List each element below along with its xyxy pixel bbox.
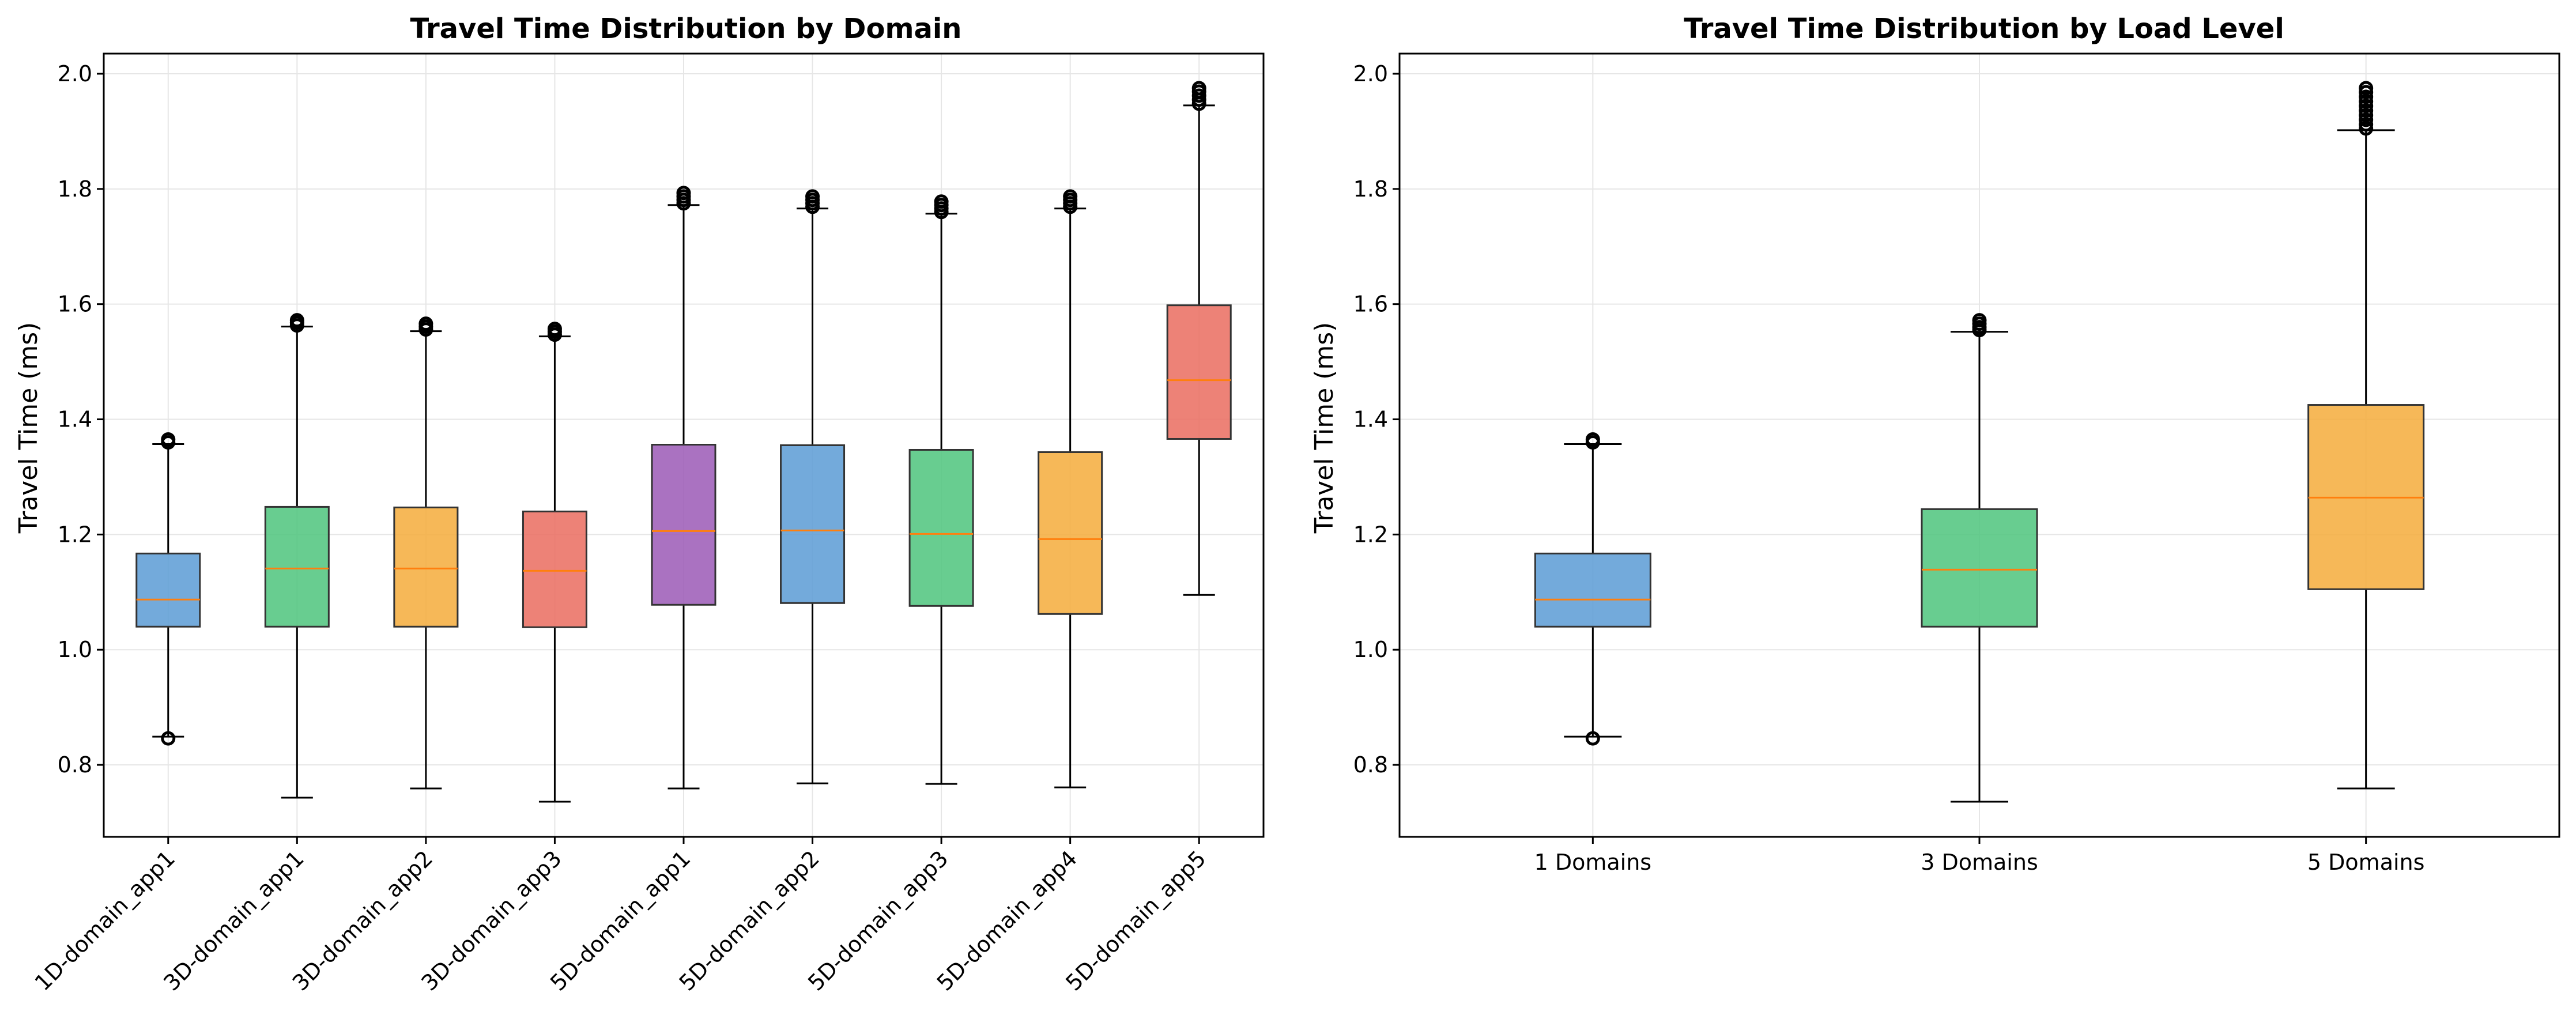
outlier-point <box>2359 103 2374 118</box>
x-axis: 1D-domain_app13D-domain_app13D-domain_ap… <box>30 837 1211 996</box>
y-tick-label: 2.0 <box>1353 61 1388 86</box>
box-iqr <box>1921 508 2038 628</box>
box-iqr <box>393 506 459 628</box>
x-tick-label: 1 Domains <box>1534 850 1652 875</box>
y-tick-label: 1.6 <box>1353 292 1388 317</box>
outlier-point <box>1063 189 1078 204</box>
y-tick-label: 1.6 <box>58 292 92 317</box>
x-tick-label: 3D-domain_app3 <box>416 846 566 995</box>
outlier-point <box>2359 81 2374 96</box>
x-tick-label: 3 Domains <box>1921 850 2038 875</box>
outlier-point <box>1585 432 1600 447</box>
outlier-point <box>2359 112 2374 127</box>
box-5D-domain_app2 <box>780 189 846 784</box>
outlier-point <box>1191 81 1206 96</box>
box-3D-domain_app2 <box>393 316 459 790</box>
y-tick-label: 1.4 <box>58 407 92 432</box>
y-axis: 0.8 1.0 1.2 1.4 1.6 1.8 2.0 <box>1353 61 1400 778</box>
outlier-point <box>676 186 691 201</box>
box-iqr <box>135 552 201 628</box>
outlier-point <box>2359 89 2374 104</box>
y-tick-label: 0.8 <box>1353 752 1388 778</box>
y-axis: 0.8 1.0 1.2 1.4 1.6 1.8 2.0 <box>58 61 104 778</box>
outlier-point <box>2359 99 2374 114</box>
box-iqr <box>780 444 846 604</box>
box-5D-domain_app4 <box>1038 189 1103 788</box>
panel-by-domain: Travel Time Distribution by Domain Trave… <box>14 13 1265 996</box>
y-axis-label-domain: Travel Time (ms) <box>14 322 43 534</box>
x-tick-label: 5D-domain_app5 <box>1061 846 1210 995</box>
x-tick-label: 1D-domain_app1 <box>30 846 180 995</box>
x-tick-label: 3D-domain_app2 <box>288 846 437 995</box>
y-tick-label: 1.4 <box>1353 407 1388 432</box>
outlier-point <box>805 189 820 204</box>
outlier-point <box>934 194 949 209</box>
outlier-point <box>1972 313 1987 328</box>
panel-by-load-level: Travel Time Distribution by Load Level T… <box>1310 13 2560 875</box>
outlier-point <box>2359 117 2374 132</box>
box-iqr <box>264 505 330 628</box>
y-axis-label-load-level: Travel Time (ms) <box>1310 322 1339 534</box>
outlier-point <box>418 316 433 331</box>
outlier-point <box>289 313 304 328</box>
box-1 Domains <box>1534 432 1651 746</box>
box-iqr <box>1166 304 1232 440</box>
y-tick-label: 1.0 <box>1353 637 1388 662</box>
y-tick-label: 1.2 <box>1353 522 1388 547</box>
outlier-point <box>161 432 176 447</box>
x-axis: 1 Domains 3 Domains 5 Domains <box>1534 837 2425 875</box>
y-tick-label: 1.8 <box>58 176 92 202</box>
outlier-point <box>1585 731 1600 746</box>
box-5D-domain_app1 <box>651 186 716 790</box>
box-iqr <box>908 448 974 607</box>
box-iqr <box>1038 451 1103 615</box>
x-tick-label: 5 Domains <box>2307 850 2425 875</box>
y-tick-label: 1.0 <box>58 637 92 662</box>
outlier-point <box>2359 108 2374 123</box>
x-tick-label: 5D-domain_app4 <box>932 846 1082 995</box>
outlier-point <box>161 731 176 746</box>
outlier-point <box>547 322 562 337</box>
outlier-point <box>2359 94 2374 109</box>
box-3 Domains <box>1921 313 2038 803</box>
box-iqr <box>522 510 587 628</box>
box-5 Domains <box>2307 81 2425 790</box>
x-tick-label: 5D-domain_app1 <box>545 846 695 995</box>
chart-title-domain: Travel Time Distribution by Domain <box>410 13 962 45</box>
x-tick-label: 3D-domain_app1 <box>159 846 308 995</box>
box-5D-domain_app3 <box>908 194 974 785</box>
y-tick-label: 2.0 <box>58 61 92 86</box>
box-3D-domain_app3 <box>522 322 587 803</box>
x-tick-label: 5D-domain_app2 <box>674 846 824 995</box>
box-3D-domain_app1 <box>264 313 330 799</box>
y-tick-label: 0.8 <box>58 752 92 778</box>
box-5D-domain_app5 <box>1166 81 1232 596</box>
y-tick-label: 1.2 <box>58 522 92 547</box>
box-1D-domain_app1 <box>135 432 201 746</box>
box-iqr <box>651 444 716 606</box>
y-tick-label: 1.8 <box>1353 176 1388 202</box>
x-tick-label: 5D-domain_app3 <box>803 846 953 995</box>
chart-title-load-level: Travel Time Distribution by Load Level <box>1684 13 2284 45</box>
box-iqr <box>1534 552 1651 628</box>
